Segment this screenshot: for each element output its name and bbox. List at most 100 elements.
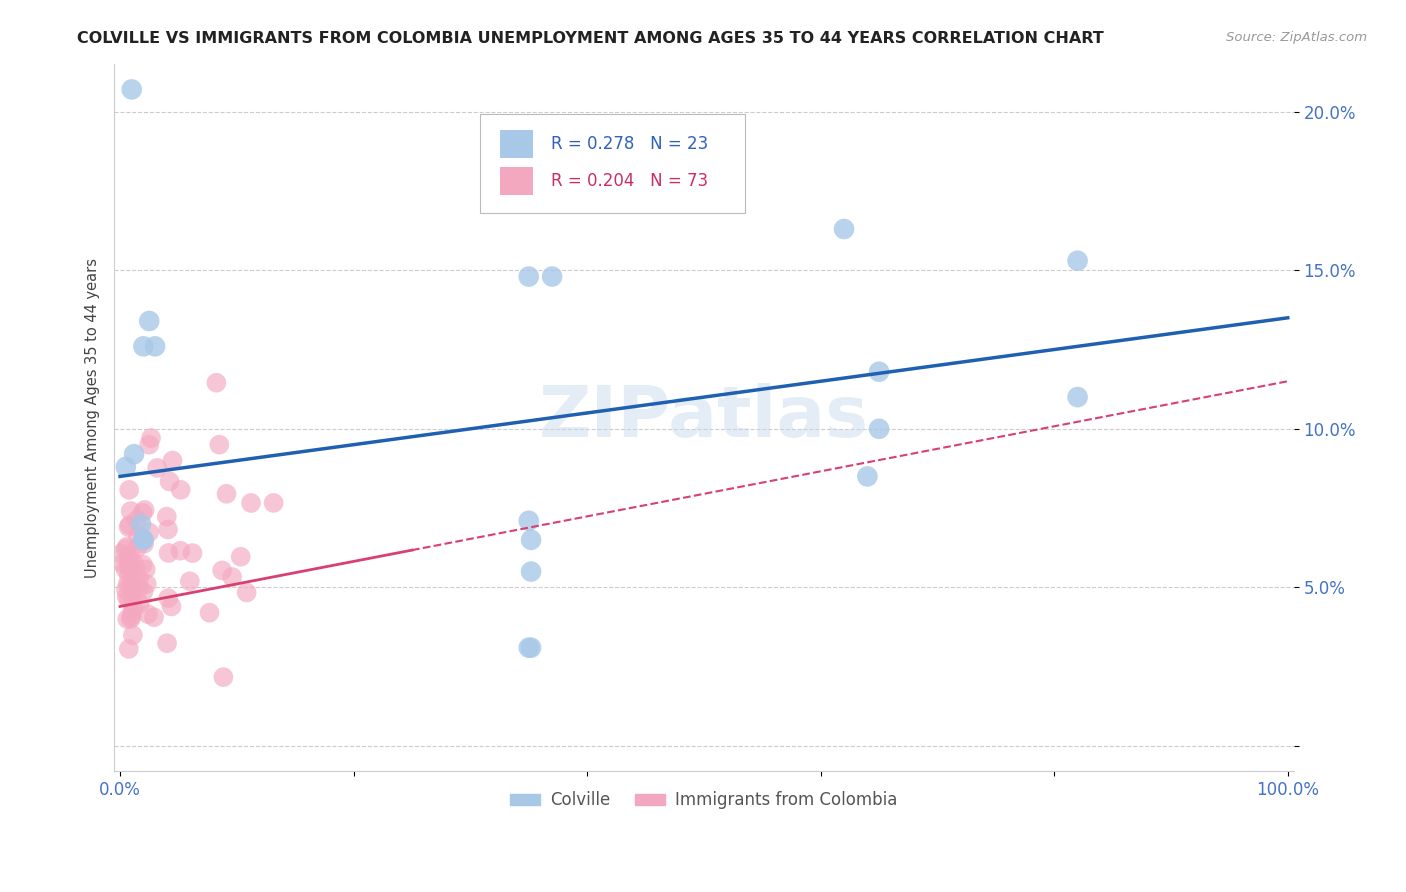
Point [160, 599, 183, 614]
Point [115, 582, 138, 597]
Point [205, 376, 228, 390]
Point [868, 365, 890, 379]
Point [156, 523, 179, 537]
Point [121, 605, 143, 619]
Point [170, 483, 193, 497]
Point [117, 577, 139, 591]
Point [143, 339, 166, 353]
Point [122, 447, 145, 461]
Point [118, 568, 141, 582]
Point [117, 520, 139, 534]
Point [118, 642, 141, 657]
Point [520, 533, 543, 547]
Point [132, 339, 155, 353]
Point [132, 584, 155, 599]
Point [120, 504, 142, 518]
Point [221, 570, 243, 584]
Point [132, 533, 155, 547]
Point [129, 516, 152, 531]
Point [134, 503, 156, 517]
FancyBboxPatch shape [479, 113, 745, 212]
Point [135, 562, 157, 576]
Point [122, 574, 145, 589]
Point [179, 574, 201, 589]
Point [517, 640, 540, 655]
Point [1066, 253, 1088, 268]
Point [832, 222, 855, 236]
Point [118, 560, 141, 574]
Point [131, 506, 153, 520]
Point [520, 640, 543, 655]
Point [125, 513, 148, 527]
Point [114, 542, 136, 557]
Point [138, 525, 160, 540]
Point [124, 561, 146, 575]
Point [198, 606, 221, 620]
Point [122, 556, 145, 570]
Point [162, 453, 184, 467]
Point [115, 590, 138, 604]
Point [132, 558, 155, 572]
Point [117, 558, 139, 573]
Text: COLVILLE VS IMMIGRANTS FROM COLOMBIA UNEMPLOYMENT AMONG AGES 35 TO 44 YEARS CORR: COLVILLE VS IMMIGRANTS FROM COLOMBIA UNE… [77, 31, 1104, 46]
Point [127, 529, 149, 543]
Point [143, 610, 166, 624]
Point [120, 578, 142, 592]
Point [132, 533, 155, 547]
Point [127, 541, 149, 555]
FancyBboxPatch shape [501, 167, 533, 195]
Point [135, 577, 157, 591]
Y-axis label: Unemployment Among Ages 35 to 44 years: Unemployment Among Ages 35 to 44 years [86, 258, 100, 578]
Point [169, 543, 191, 558]
Point [517, 269, 540, 284]
Point [128, 581, 150, 595]
Point [114, 562, 136, 576]
Point [128, 573, 150, 587]
Point [118, 483, 141, 497]
Point [132, 537, 155, 551]
Point [693, 187, 716, 202]
Point [138, 314, 160, 328]
Point [856, 469, 879, 483]
Point [208, 438, 231, 452]
Point [121, 609, 143, 624]
Point [159, 475, 181, 489]
FancyBboxPatch shape [501, 130, 533, 158]
Point [117, 550, 139, 565]
Point [868, 422, 890, 436]
Legend: Colville, Immigrants from Colombia: Colville, Immigrants from Colombia [503, 785, 904, 816]
Point [122, 599, 145, 614]
Point [128, 597, 150, 611]
Point [118, 518, 141, 533]
Point [121, 82, 143, 96]
Point [110, 547, 132, 561]
Point [156, 509, 179, 524]
Point [146, 461, 169, 475]
Point [1066, 390, 1088, 404]
Point [211, 563, 233, 577]
Point [263, 496, 285, 510]
Point [118, 548, 141, 562]
Point [136, 607, 159, 621]
Point [520, 565, 543, 579]
Point [215, 487, 238, 501]
Point [139, 431, 162, 445]
Point [157, 591, 180, 606]
Point [111, 557, 134, 571]
Text: R = 0.278   N = 23: R = 0.278 N = 23 [551, 135, 707, 153]
Point [229, 549, 252, 564]
Point [120, 612, 142, 626]
Point [138, 438, 160, 452]
Point [240, 496, 263, 510]
Point [115, 459, 138, 474]
Point [156, 636, 179, 650]
Point [122, 628, 145, 642]
Text: R = 0.204   N = 73: R = 0.204 N = 73 [551, 172, 707, 190]
Point [157, 546, 180, 560]
Point [235, 585, 257, 599]
Point [541, 269, 564, 284]
Text: Source: ZipAtlas.com: Source: ZipAtlas.com [1226, 31, 1367, 45]
Point [212, 670, 235, 684]
Point [121, 591, 143, 605]
Point [517, 514, 540, 528]
